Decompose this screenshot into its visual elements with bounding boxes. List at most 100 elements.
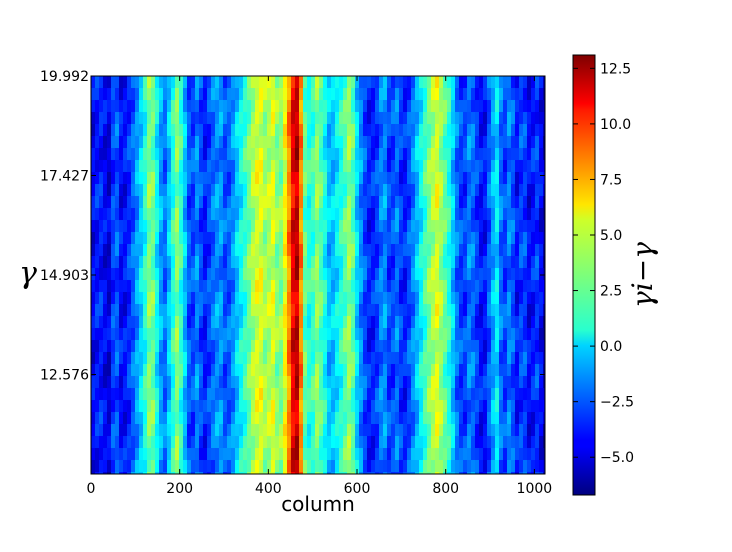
heatmap-cell: [519, 472, 524, 474]
heatmap-cell: [263, 76, 268, 89]
heatmap-cell: [119, 352, 124, 365]
heatmap-cell: [455, 220, 460, 233]
heatmap-cell: [515, 292, 520, 305]
heatmap-cell: [359, 76, 364, 89]
heatmap-cell: [351, 112, 356, 125]
heatmap-cell: [403, 256, 408, 269]
heatmap-cell: [423, 244, 428, 257]
heatmap-cell: [271, 388, 276, 401]
heatmap-cell: [483, 280, 488, 293]
heatmap-cell: [319, 244, 324, 257]
heatmap-cell: [491, 256, 496, 269]
heatmap-cell: [167, 100, 172, 113]
heatmap-cell: [203, 112, 208, 125]
heatmap-cell: [271, 460, 276, 473]
heatmap-cell: [535, 172, 540, 185]
heatmap-cell: [515, 328, 520, 341]
heatmap-cell: [499, 160, 504, 173]
heatmap-cell: [395, 232, 400, 245]
heatmap-cell: [147, 100, 152, 113]
heatmap-cell: [191, 76, 196, 89]
heatmap-cell: [503, 208, 508, 221]
heatmap-cell: [175, 76, 180, 89]
heatmap-cell: [215, 424, 220, 437]
heatmap-cell: [279, 448, 284, 461]
heatmap-cell: [107, 316, 112, 329]
heatmap-cell: [459, 208, 464, 221]
heatmap-cell: [295, 88, 300, 101]
heatmap-cell: [479, 316, 484, 329]
heatmap-cell: [371, 124, 376, 137]
heatmap-cell: [263, 112, 268, 125]
heatmap-cell: [519, 196, 524, 209]
heatmap-cell: [295, 436, 300, 449]
heatmap-cell: [407, 280, 412, 293]
heatmap-cell: [103, 472, 108, 474]
heatmap-cell: [247, 424, 252, 437]
heatmap-cell: [399, 124, 404, 137]
heatmap-cell: [303, 208, 308, 221]
heatmap-cell: [503, 340, 508, 353]
heatmap-cell: [103, 424, 108, 437]
heatmap-cell: [467, 160, 472, 173]
heatmap-cell: [211, 196, 216, 209]
heatmap-cell: [443, 388, 448, 401]
heatmap-cell: [175, 256, 180, 269]
heatmap-cell: [151, 160, 156, 173]
heatmap-cell: [375, 316, 380, 329]
heatmap-cell: [419, 136, 424, 149]
heatmap-cell: [311, 388, 316, 401]
heatmap-cell: [523, 136, 528, 149]
heatmap-cell: [395, 136, 400, 149]
heatmap-cell: [191, 388, 196, 401]
heatmap-cell: [99, 388, 104, 401]
heatmap-cell: [467, 472, 472, 474]
heatmap-cell: [355, 424, 360, 437]
heatmap-cell: [319, 208, 324, 221]
heatmap-cell: [167, 268, 172, 281]
heatmap-cell: [323, 196, 328, 209]
heatmap-cell: [523, 364, 528, 377]
heatmap-cell: [199, 100, 204, 113]
heatmap-cell: [331, 304, 336, 317]
heatmap-cell: [223, 280, 228, 293]
heatmap-cell: [171, 304, 176, 317]
heatmap-cell: [195, 436, 200, 449]
heatmap-cell: [175, 364, 180, 377]
heatmap-cell: [163, 460, 168, 473]
heatmap-cell: [307, 220, 312, 233]
heatmap-cell: [531, 460, 536, 473]
heatmap-cell: [339, 388, 344, 401]
heatmap-cell: [351, 376, 356, 389]
heatmap-cell: [287, 148, 292, 161]
heatmap-cell: [127, 340, 132, 353]
heatmap-cell: [295, 400, 300, 413]
heatmap-cell: [275, 184, 280, 197]
heatmap-cell: [179, 328, 184, 341]
heatmap-cell: [531, 424, 536, 437]
heatmap-cell: [91, 436, 96, 449]
heatmap-cell: [535, 340, 540, 353]
heatmap-cell: [331, 340, 336, 353]
heatmap-cell: [303, 388, 308, 401]
heatmap-cell: [515, 196, 520, 209]
heatmap-cell: [303, 412, 308, 425]
heatmap-cell: [311, 340, 316, 353]
heatmap-cell: [299, 136, 304, 149]
heatmap-cell: [167, 328, 172, 341]
heatmap-cell: [267, 424, 272, 437]
heatmap-cell: [315, 388, 320, 401]
heatmap-cell: [519, 304, 524, 317]
heatmap-cell: [435, 220, 440, 233]
heatmap-cell: [419, 304, 424, 317]
heatmap-cell: [427, 328, 432, 341]
heatmap-cell: [327, 244, 332, 257]
heatmap-cell: [347, 388, 352, 401]
heatmap-cell: [439, 340, 444, 353]
heatmap-cell: [487, 256, 492, 269]
heatmap-cell: [127, 472, 132, 474]
heatmap-cell: [531, 292, 536, 305]
heatmap-cell: [251, 100, 256, 113]
heatmap-cell: [127, 88, 132, 101]
heatmap-cell: [235, 88, 240, 101]
